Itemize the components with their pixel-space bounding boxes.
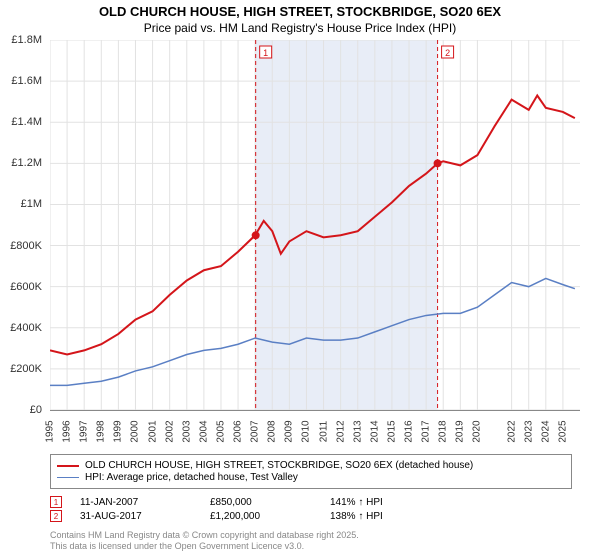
y-tick-label: £1.6M: [11, 75, 42, 87]
svg-text:1: 1: [263, 48, 268, 58]
sales-table: 1 11-JAN-2007£850,000141% ↑ HPI 2 31-AUG-20…: [50, 494, 570, 524]
y-tick-label: £1.2M: [11, 157, 42, 169]
x-tick-label: 2013: [352, 420, 363, 442]
sale-date: 11-JAN-2007: [80, 497, 210, 508]
y-tick-label: £800K: [10, 240, 42, 252]
x-tick-label: 2006: [233, 420, 244, 442]
legend-item: OLD CHURCH HOUSE, HIGH STREET, STOCKBRID…: [57, 460, 565, 471]
footer-line1: Contains HM Land Registry data © Crown c…: [50, 530, 359, 541]
x-tick-label: 1996: [62, 420, 73, 442]
sale-price: £850,000: [210, 497, 330, 508]
sale-marker-icon: 2: [50, 510, 62, 522]
x-tick-label: 2004: [198, 420, 209, 442]
x-axis: 1995199619971998199920002001200220032004…: [50, 412, 580, 452]
x-tick-label: 2024: [540, 420, 551, 442]
y-tick-label: £200K: [10, 363, 42, 375]
sale-row: 1 11-JAN-2007£850,000141% ↑ HPI: [50, 496, 570, 508]
svg-text:2: 2: [445, 48, 450, 58]
sale-price: £1,200,000: [210, 511, 330, 522]
y-tick-label: £400K: [10, 322, 42, 334]
x-tick-label: 2014: [369, 420, 380, 442]
x-tick-label: 2011: [318, 421, 329, 443]
x-tick-label: 1999: [113, 420, 124, 442]
x-tick-label: 1998: [96, 420, 107, 442]
y-tick-label: £1.4M: [11, 116, 42, 128]
x-tick-label: 2022: [506, 420, 517, 442]
x-tick-label: 2003: [181, 420, 192, 442]
plot-area: 12: [50, 40, 580, 411]
x-tick-label: 2000: [130, 420, 141, 442]
sale-marker-icon: 1: [50, 496, 62, 508]
y-tick-label: £0: [30, 404, 42, 416]
legend-swatch: [57, 477, 79, 479]
x-tick-label: 2010: [301, 420, 312, 442]
x-tick-label: 2020: [472, 420, 483, 442]
x-tick-label: 2008: [267, 420, 278, 442]
x-tick-label: 2002: [164, 420, 175, 442]
chart-title-block: OLD CHURCH HOUSE, HIGH STREET, STOCKBRID…: [0, 0, 600, 35]
legend-swatch: [57, 465, 79, 467]
x-tick-label: 2007: [250, 420, 261, 442]
legend-label: OLD CHURCH HOUSE, HIGH STREET, STOCKBRID…: [85, 460, 473, 471]
sale-hpi-delta: 138% ↑ HPI: [330, 511, 460, 522]
x-tick-label: 2016: [404, 420, 415, 442]
chart-container: OLD CHURCH HOUSE, HIGH STREET, STOCKBRID…: [0, 0, 600, 560]
y-tick-label: £1M: [21, 198, 42, 210]
legend-label: HPI: Average price, detached house, Test…: [85, 472, 298, 483]
x-tick-label: 2025: [557, 420, 568, 442]
x-tick-label: 2001: [147, 420, 158, 442]
sale-date: 31-AUG-2017: [80, 511, 210, 522]
x-tick-label: 2009: [284, 420, 295, 442]
x-tick-label: 1995: [45, 420, 56, 442]
x-tick-label: 2005: [215, 420, 226, 442]
chart-svg: 12: [50, 40, 580, 410]
y-tick-label: £600K: [10, 281, 42, 293]
y-tick-label: £1.8M: [11, 34, 42, 46]
chart-title-address: OLD CHURCH HOUSE, HIGH STREET, STOCKBRID…: [0, 4, 600, 19]
x-tick-label: 2018: [438, 420, 449, 442]
legend: OLD CHURCH HOUSE, HIGH STREET, STOCKBRID…: [50, 454, 572, 489]
footer-line2: This data is licensed under the Open Gov…: [50, 541, 359, 552]
footer-attribution: Contains HM Land Registry data © Crown c…: [50, 530, 359, 552]
chart-subtitle: Price paid vs. HM Land Registry's House …: [0, 21, 600, 35]
y-axis: £0£200K£400K£600K£800K£1M£1.2M£1.4M£1.6M…: [0, 40, 46, 410]
legend-item: HPI: Average price, detached house, Test…: [57, 472, 565, 483]
x-tick-label: 2017: [421, 420, 432, 442]
x-tick-label: 2023: [523, 420, 534, 442]
sale-row: 2 31-AUG-2017£1,200,000138% ↑ HPI: [50, 510, 570, 522]
x-tick-label: 2019: [455, 420, 466, 442]
x-tick-label: 1997: [79, 420, 90, 442]
x-tick-label: 2012: [335, 420, 346, 442]
sale-hpi-delta: 141% ↑ HPI: [330, 497, 460, 508]
x-tick-label: 2015: [386, 420, 397, 442]
